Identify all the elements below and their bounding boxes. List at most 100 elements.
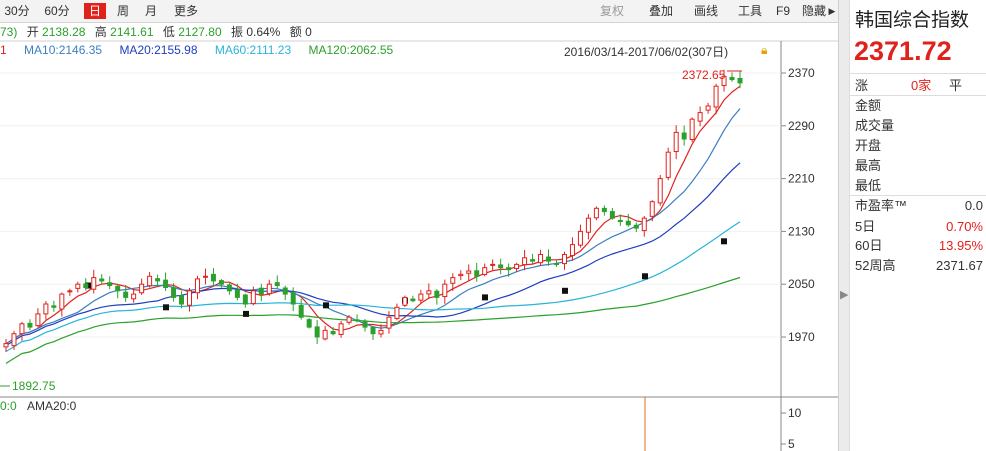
lock-icon[interactable]: 🔒︎ [761,43,768,57]
price-axis-tick: 2290 [788,119,815,133]
candle-body [274,282,280,287]
event-marker [721,238,727,245]
candle-body [569,244,575,257]
more-periods-button[interactable]: 更多 [173,4,198,18]
quote-line: 73) 开 2138.28 高 2141.61 低 2127.80 振 0.64… [0,23,838,41]
candle-body [705,105,711,111]
candle-body [633,224,639,229]
period-day-button[interactable]: 日 [84,3,106,19]
candle-body [458,273,464,277]
candle-body [721,75,727,87]
candle-body [697,112,703,122]
candle-body [713,85,719,108]
date-range: 2016/03/14-2017/06/02(307日) [564,45,729,59]
low-price-label: 1892.75 [12,379,56,393]
candle-body [625,220,631,226]
candle-body [298,304,304,318]
candle-body [218,280,224,285]
candle-body [546,256,552,262]
candle-body [370,327,376,335]
candle-body [163,279,169,288]
candle-body [609,211,615,219]
candle-body [410,298,416,302]
kline-chart[interactable]: 2370 2290 2210 2130 2050 1970 10 5 1892.75 2372… [0,40,838,451]
candle-body [179,295,185,305]
candle-body [99,278,105,282]
ma20-value: MA20:2155.98 [119,43,198,57]
candle-body [585,217,591,233]
candle-body [681,132,687,140]
event-marker [323,302,329,309]
collapse-arrow-icon[interactable]: ▶ [840,289,849,301]
price-axis-tick: 2210 [788,172,815,186]
price-axis-tick: 2370 [788,66,815,80]
candle-body [466,270,472,274]
candle-body [426,290,432,295]
open-label: 开 [26,25,39,39]
high-value: 2141.61 [110,25,154,39]
candle-body [434,290,440,298]
price-axis-tick: 2050 [788,277,815,291]
f9-button[interactable]: F9 [775,4,790,18]
candle-body [689,118,695,140]
period-toolbar: 30分 60分 日 周 月 更多 复权 叠加 画线 工具 F9 隐藏 ▶ [0,0,838,23]
ma-prefix: 1 [0,43,7,57]
tools-button[interactable]: 工具 [737,4,762,18]
period-week-button[interactable]: 周 [116,4,129,18]
candle-body [601,207,607,213]
candle-body [474,270,480,277]
quote-panel: 韩国综合指数 2371.72 涨 0家 平 金额 成交量 开盘 最高 最低 市盈… [849,0,986,451]
candle-body [498,264,504,269]
candle-body [210,273,216,282]
high-row: 最高 [855,158,882,173]
low-value: 2127.80 [178,25,222,39]
volume-axis-tick: 10 [788,406,802,420]
volume-axis-tick: 5 [788,437,795,451]
rise-label: 涨 [855,78,869,93]
candle-body [250,290,256,305]
candle-body [234,289,240,298]
candle-body [91,277,97,290]
pe-row: 市盈率™ 0.0 [855,198,983,213]
event-marker [562,287,568,294]
candle-body [330,331,336,335]
candle-body [554,263,559,266]
candle-body [115,285,121,292]
candle-body [346,316,352,323]
current-price: 2371.72 [854,36,952,66]
period-30min-button[interactable]: 30分 [4,4,30,18]
hide-button[interactable]: 隐藏 [801,4,826,18]
candle-body [83,283,89,288]
overlay-button[interactable]: 叠加 [648,4,673,18]
event-marker [642,273,648,280]
amount-label: 额 [289,25,302,39]
candle-body [155,278,161,282]
triangle-right-icon[interactable]: ▶ [828,6,836,16]
candle-body [641,217,647,232]
candle-body [482,267,488,276]
candle-body [242,294,248,305]
candle-body [362,320,368,328]
candle-body [107,282,113,287]
ma60-value: MA60:2111.23 [214,43,292,57]
volume-row: 成交量 [855,118,895,133]
price-axis-tick: 2130 [788,224,815,238]
ma120-value: MA120:2062.55 [308,43,394,57]
candle-body [306,319,312,328]
candle-body [490,263,496,266]
candle-body [314,326,320,338]
candle-body [67,290,73,293]
candle-body [418,293,424,301]
event-marker [243,310,249,317]
draw-line-button[interactable]: 画线 [693,4,718,18]
ma-legend: 1 MA10:2146.35 MA20:2155.98 MA60:2111.23… [0,42,780,58]
candle-body [450,277,456,284]
quote-prefix: 73) [0,25,18,39]
candle-body [657,178,663,204]
period-60min-button[interactable]: 60分 [44,4,70,18]
price-axis-tick: 1970 [788,330,815,344]
restore-button[interactable]: 复权 [599,4,624,18]
period-month-button[interactable]: 月 [144,4,157,18]
candle-body [442,283,448,298]
volume-label-ama20: AMA20:0 [27,399,77,413]
